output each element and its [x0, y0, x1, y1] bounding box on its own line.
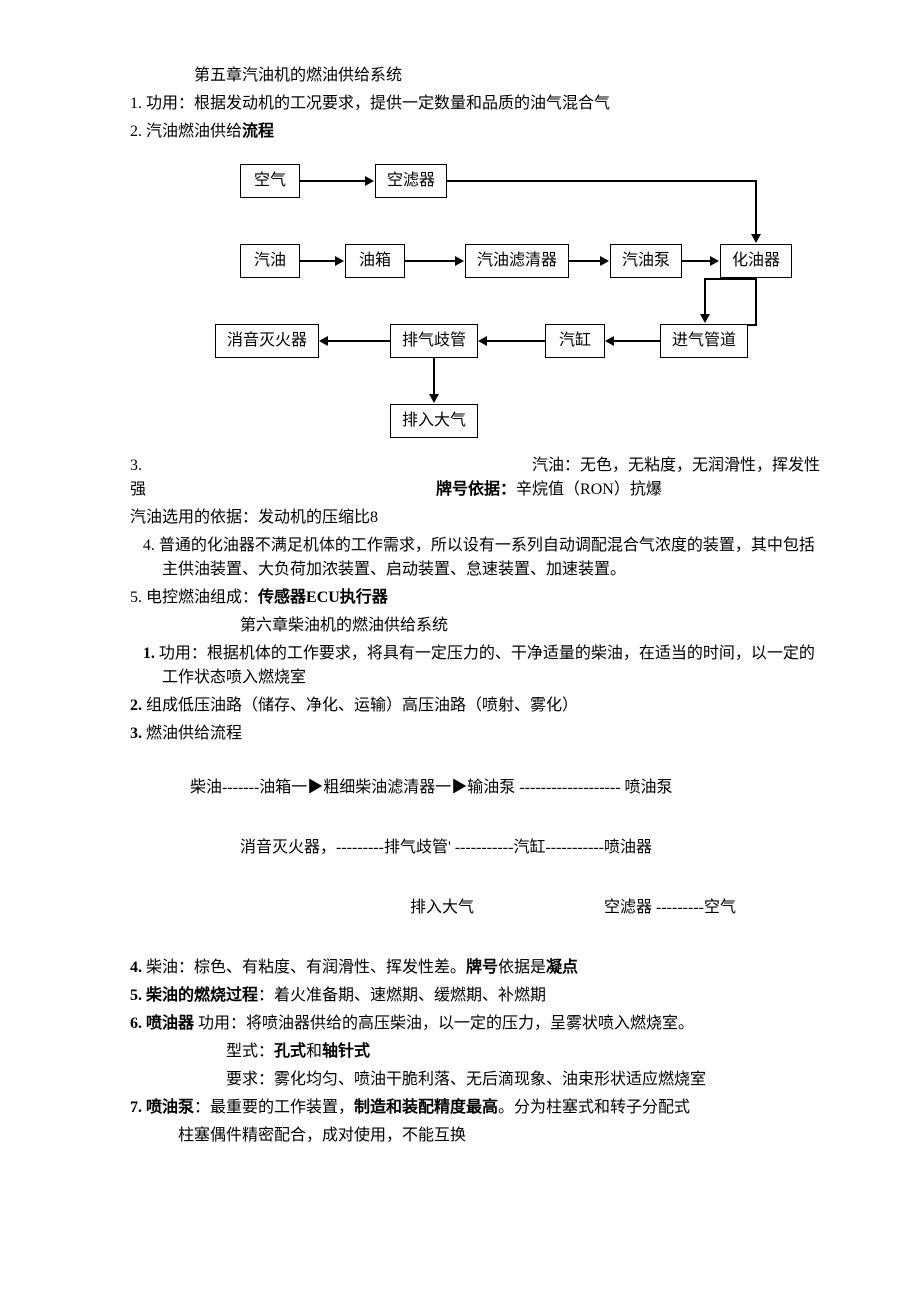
ch6-item2-text: 组成低压油路（储存、净化、运输）高压油路（喷射、雾化）	[142, 697, 578, 714]
box-tank: 油箱	[345, 244, 405, 278]
arrow	[328, 340, 390, 342]
ch6-item6-line2a: 型式：	[226, 1043, 274, 1060]
ch6-item6-a: 喷油器	[142, 1015, 194, 1032]
box-exhaust: 排气歧管	[390, 324, 478, 358]
arrow-head	[478, 336, 487, 346]
ch6-item7-line2: 柱塞偶件精密配合，成对使用，不能互换	[178, 1124, 820, 1148]
box-carburetor: 化油器	[720, 244, 792, 278]
ch5-item3-row1: 3. 汽油：无色，无粘度，无润滑性，挥发性	[130, 454, 820, 478]
ch5-item3-right: 汽油：无色，无粘度，无润滑性，挥发性	[532, 454, 820, 478]
ch5-item1: 1. 功用：根据发动机的工况要求，提供一定数量和品质的油气混合气	[130, 92, 820, 116]
ch6-item5-num: 5.	[130, 987, 142, 1004]
box-cylinder: 汽缸	[545, 324, 605, 358]
ch5-item3-row2: 强 牌号依据：辛烷值（RON）抗爆	[130, 478, 820, 502]
ch6-item7-d: 。分为柱塞式和转子分配式	[498, 1099, 690, 1116]
ch6-item3-num: 3.	[130, 725, 142, 742]
ch6-item5-b: ：着火准备期、速燃期、缓燃期、补燃期	[258, 987, 546, 1004]
arrow	[748, 324, 757, 326]
ch6-flow-line1: 柴油-------油箱一▶粗细柴油滤清器一▶输油泵 --------------…	[190, 776, 820, 800]
ch5-item4: 4. 普通的化油器不满足机体的工作需求，所以设有一系列自动调配混合气浓度的装置，…	[130, 534, 820, 582]
chapter5-title: 第五章汽油机的燃油供给系统	[194, 64, 820, 88]
arrow-head	[751, 234, 761, 243]
ch6-item1-text: 功用：根据机体的工作要求，将具有一定压力的、干净适量的柴油，在适当的时间，以一定…	[155, 645, 815, 686]
ch6-item7-a: 喷油泵	[142, 1099, 194, 1116]
ch6-flow-line3: 排入大气 空滤器 ---------空气	[410, 896, 820, 920]
box-muffler: 消音灭火器	[215, 324, 319, 358]
ch5-item2: 2. 汽油燃油供给流程	[130, 120, 820, 144]
ch6-item1: 1. 功用：根据机体的工作要求，将具有一定压力的、干净适量的柴油，在适当的时间，…	[130, 642, 820, 690]
ch6-item6-line2c: 和	[306, 1043, 322, 1060]
arrow	[704, 278, 755, 280]
ch5-item3-rest: 辛烷值（RON）抗爆	[516, 481, 662, 498]
box-air-filter: 空滤器	[375, 164, 447, 198]
ch6-item7: 7. 喷油泵：最重要的工作装置，制造和装配精度最高。分为柱塞式和转子分配式	[130, 1096, 820, 1120]
ch6-item7-c: 制造和装配精度最高	[354, 1099, 498, 1116]
ch6-item6-b: 功用：将喷油器供给的高压柴油，以一定的压力，呈雾状喷入燃烧室。	[194, 1015, 694, 1032]
ch6-item7-num: 7.	[130, 1099, 142, 1116]
ch6-flow-line2: 消音灭火器，---------排气歧管' -----------汽缸------…	[240, 836, 820, 860]
ch6-item4-b: 牌号	[466, 959, 498, 976]
arrow	[433, 358, 435, 395]
ch6-item6-line2: 型式：孔式和轴针式	[226, 1040, 820, 1064]
ch5-item3-left: 强	[130, 478, 146, 502]
ch6-item4-a: 柴油：棕色、有粘度、有润滑性、挥发性差。	[142, 959, 466, 976]
ch6-item6-line2b: 孔式	[274, 1043, 306, 1060]
chapter6-title: 第六章柴油机的燃油供给系统	[240, 614, 820, 638]
arrow-head	[335, 256, 344, 266]
ch6-item6-num: 6.	[130, 1015, 142, 1032]
arrow-head	[319, 336, 328, 346]
ch6-item3: 3. 燃油供给流程	[130, 722, 820, 746]
ch6-item7-b: ：最重要的工作装置，	[194, 1099, 354, 1116]
arrow	[614, 340, 660, 342]
arrow	[447, 180, 755, 182]
ch6-item6-line2d: 轴针式	[322, 1043, 370, 1060]
arrow	[569, 260, 600, 262]
ch6-item6: 6. 喷油器 功用：将喷油器供给的高压柴油，以一定的压力，呈雾状喷入燃烧室。	[130, 1012, 820, 1036]
ch6-flow-line3a: 排入大气	[410, 896, 474, 920]
ch6-flow-line3b: 空滤器 ---------空气	[604, 896, 736, 920]
ch5-item5: 5. 电控燃油组成：传感器ECU执行器	[130, 586, 820, 610]
arrow-head	[455, 256, 464, 266]
ch6-item4: 4. 柴油：棕色、有粘度、有润滑性、挥发性差。牌号依据是凝点	[130, 956, 820, 980]
ch6-item4-d: 凝点	[546, 959, 578, 976]
arrow-head	[710, 256, 719, 266]
box-atmosphere: 排入大气	[390, 404, 478, 438]
ch6-item2-num: 2.	[130, 697, 142, 714]
arrow-head	[700, 314, 710, 323]
arrow-head	[365, 176, 374, 186]
arrow	[682, 260, 710, 262]
box-gas-filter: 汽油滤清器	[465, 244, 569, 278]
ch6-item3-text: 燃油供给流程	[142, 725, 242, 742]
ch5-item5-prefix: 5. 电控燃油组成：	[130, 589, 258, 606]
box-air: 空气	[240, 164, 300, 198]
ch5-item3-num: 3.	[130, 454, 142, 478]
arrow	[300, 260, 335, 262]
ch5-item2-prefix: 2. 汽油燃油供给	[130, 123, 242, 140]
ch6-item2: 2. 组成低压油路（储存、净化、运输）高压油路（喷射、雾化）	[130, 694, 820, 718]
arrow	[487, 340, 545, 342]
ch5-item2-bold: 流程	[242, 123, 274, 140]
ch5-item3-bold: 牌号依据：	[436, 481, 516, 498]
ch6-item4-num: 4.	[130, 959, 142, 976]
gasoline-flowchart: 空气 空滤器 汽油 油箱 汽油滤清器 汽油泵 化油器 消音灭火器 排气歧管 汽缸…	[165, 164, 785, 444]
box-intake: 进气管道	[660, 324, 748, 358]
arrow-head	[605, 336, 614, 346]
ch6-item1-num: 1.	[143, 645, 155, 662]
arrow	[704, 278, 706, 315]
box-gasoline: 汽油	[240, 244, 300, 278]
arrow	[300, 180, 365, 182]
ch6-item5-a: 柴油的燃烧过程	[142, 987, 258, 1004]
arrow	[755, 278, 757, 324]
arrow-head	[600, 256, 609, 266]
ch6-item6-line3: 要求：雾化均匀、喷油干脆利落、无后滴现象、油束形状适应燃烧室	[226, 1068, 820, 1092]
ch5-item5-bold: 传感器ECU执行器	[258, 589, 388, 606]
arrow	[405, 260, 455, 262]
ch6-item4-c: 依据是	[498, 959, 546, 976]
ch6-item5: 5. 柴油的燃烧过程：着火准备期、速燃期、缓燃期、补燃期	[130, 984, 820, 1008]
box-pump: 汽油泵	[610, 244, 682, 278]
arrow	[755, 180, 757, 235]
ch5-item3-mid: 牌号依据：辛烷值（RON）抗爆	[436, 478, 662, 502]
arrow-head	[429, 394, 439, 403]
ch5-item3-line3: 汽油选用的依据：发动机的压缩比8	[130, 506, 820, 530]
